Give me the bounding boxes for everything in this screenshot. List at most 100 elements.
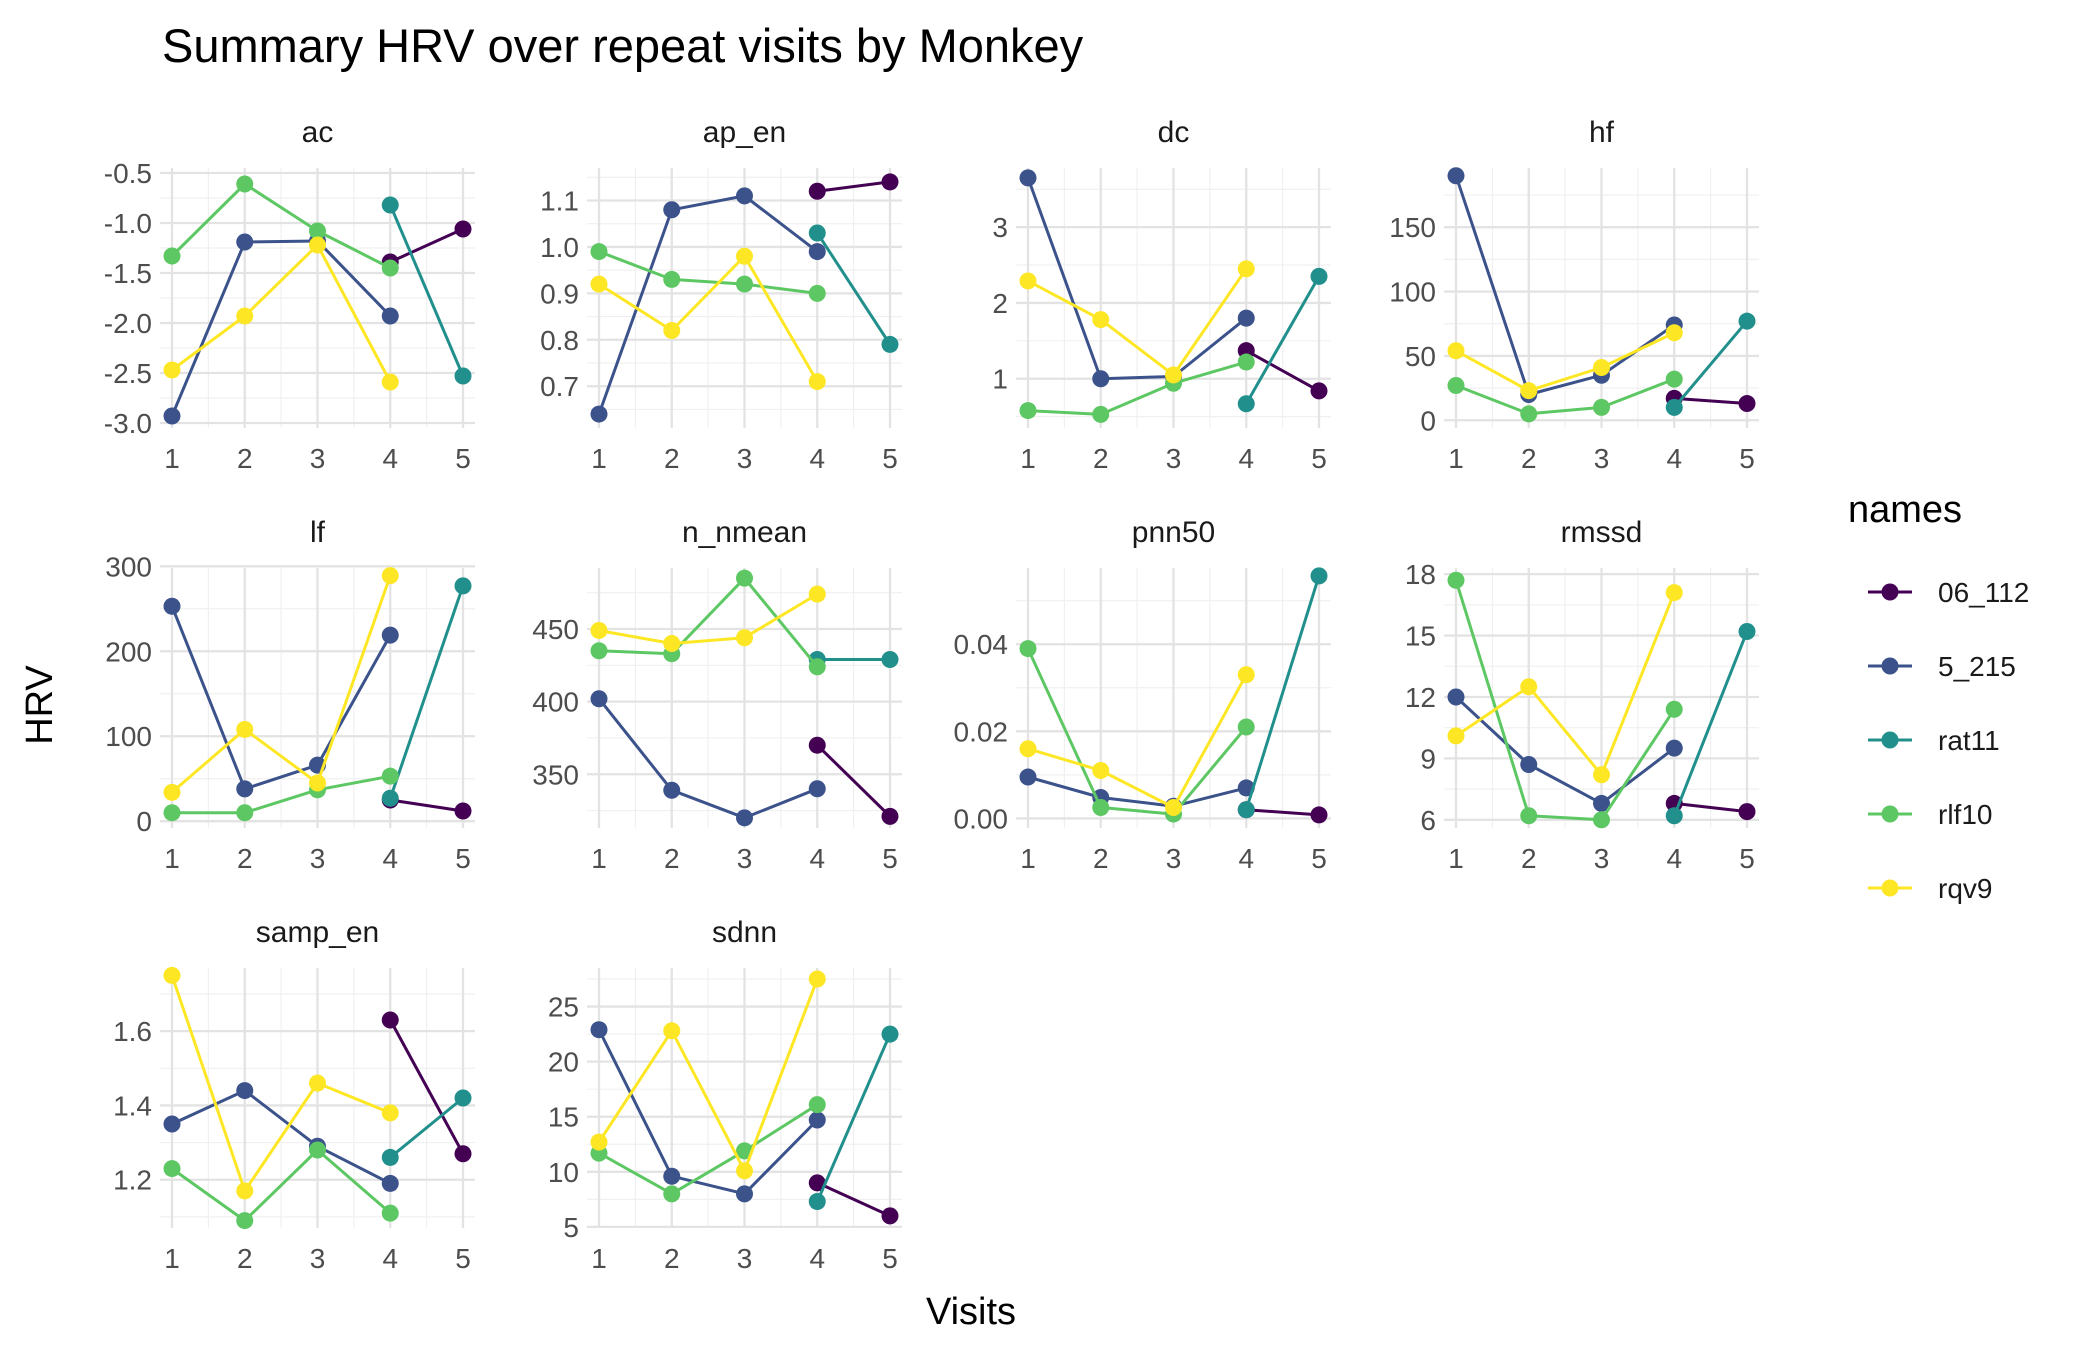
data-point-rqv9: [1665, 324, 1683, 342]
y-tick-label: -1.0: [104, 208, 152, 239]
x-tick-label: 1: [1448, 843, 1464, 874]
data-point-5_215: [163, 597, 181, 615]
y-tick-label: -3.0: [104, 408, 152, 439]
series-line-5_215: [1027, 775, 1247, 808]
x-tick-label: 4: [1666, 843, 1682, 874]
data-point-5_215: [381, 1174, 399, 1192]
series-line-rqv9: [1455, 331, 1675, 393]
data-point-rqv9: [236, 720, 254, 738]
legend-label: rlf10: [1938, 799, 1992, 830]
x-tick-label: 3: [737, 443, 753, 474]
data-point-06_112: [881, 173, 899, 191]
data-point-rqv9: [663, 1022, 681, 1040]
y-tick-label: 5: [563, 1212, 579, 1243]
x-tick-label: 5: [455, 443, 471, 474]
data-point-rqv9: [381, 1104, 399, 1122]
data-point-rqv9: [309, 236, 326, 254]
y-tick-label: 20: [548, 1047, 579, 1078]
x-axis-title: Visits: [926, 1291, 1016, 1333]
data-point-rqv9: [590, 621, 608, 639]
data-point-rlf10: [163, 247, 181, 265]
data-point-rlf10: [663, 1185, 681, 1203]
y-tick-label: 18: [1405, 559, 1436, 590]
series-line-rlf10: [172, 774, 391, 815]
data-point-rlf10: [1237, 353, 1255, 371]
data-point-rqv9: [1447, 342, 1465, 360]
x-tick-label: 4: [809, 843, 825, 874]
data-point-rlf10: [309, 222, 326, 240]
y-tick-label: 12: [1405, 682, 1436, 713]
data-point-rqv9: [1019, 272, 1037, 290]
data-point-rqv9: [309, 1074, 326, 1092]
data-point-rat11: [808, 224, 826, 242]
data-point-rlf10: [1019, 640, 1037, 658]
data-point-5_215: [1665, 739, 1683, 757]
data-point-rat11: [1665, 398, 1683, 416]
data-point-rat11: [1665, 807, 1683, 825]
y-tick-label: 0.9: [540, 278, 579, 309]
series-line-rat11: [1244, 575, 1321, 811]
x-tick-label: 5: [1739, 443, 1755, 474]
x-tick-label: 1: [591, 843, 607, 874]
x-tick-label: 2: [664, 843, 680, 874]
data-point-rqv9: [663, 322, 681, 339]
data-point-rlf10: [808, 284, 826, 302]
facet-label: n_nmean: [682, 516, 807, 549]
data-point-rlf10: [236, 175, 254, 193]
y-tick-label: 300: [105, 551, 152, 582]
data-point-rlf10: [163, 804, 181, 822]
data-point-rlf10: [1520, 405, 1538, 423]
data-point-06_112: [381, 1011, 399, 1029]
data-point-rlf10: [1593, 398, 1610, 416]
series-line-5_215: [170, 605, 392, 791]
x-tick-label: 5: [1311, 443, 1327, 474]
data-point-5_215: [663, 1167, 681, 1185]
x-tick-label: 2: [1521, 443, 1537, 474]
x-tick-label: 1: [591, 1243, 607, 1274]
data-point-rlf10: [736, 275, 753, 293]
data-point-rqv9: [309, 774, 326, 792]
facet-ac: -3.0 -2.5 -2.0 -1.5 -1.0 -0.5 1 2 3 4 5 ac: [104, 116, 475, 474]
series-line-rqv9: [1027, 673, 1248, 809]
data-point-rat11: [454, 367, 472, 385]
y-tick-label: 100: [1389, 277, 1436, 308]
data-point-rqv9: [808, 970, 826, 988]
x-tick-label: 4: [382, 443, 398, 474]
data-point-rlf10: [1092, 799, 1110, 817]
series-line-rqv9: [597, 978, 819, 1173]
x-tick-label: 5: [1739, 843, 1755, 874]
data-point-rqv9: [163, 783, 181, 801]
y-tick-label: -2.0: [104, 308, 152, 339]
x-tick-label: 2: [664, 1243, 680, 1274]
x-tick-label: 2: [1521, 843, 1537, 874]
series-line-5_215: [1026, 177, 1248, 381]
data-point-rat11: [381, 1148, 399, 1166]
data-point-5_215: [1520, 756, 1538, 774]
data-point-06_112: [454, 220, 472, 238]
data-point-rat11: [454, 577, 472, 595]
legend-title: names: [1848, 489, 1962, 531]
series-line-rlf10: [598, 576, 819, 668]
x-tick-label: 4: [382, 1243, 398, 1274]
series-line-rat11: [1672, 630, 1749, 817]
data-point-rlf10: [590, 243, 608, 261]
series-line-rlf10: [1454, 579, 1676, 822]
data-point-06_112: [454, 802, 472, 820]
data-point-rat11: [1237, 801, 1255, 819]
series-line-rqv9: [598, 254, 819, 383]
y-tick-label: 1.6: [113, 1016, 152, 1047]
x-tick-label: 2: [237, 1243, 253, 1274]
y-tick-label: 450: [532, 614, 579, 645]
data-point-5_215: [663, 201, 681, 219]
y-tick-label: 0.00: [954, 803, 1009, 834]
y-tick-label: 0: [1420, 405, 1436, 436]
data-point-5_215: [663, 781, 681, 799]
data-point-rqv9: [1520, 382, 1538, 400]
data-point-06_112: [1738, 803, 1756, 821]
facet-label: lf: [310, 516, 326, 549]
data-point-5_215: [736, 1185, 753, 1203]
data-point-5_215: [736, 809, 753, 827]
y-tick-label: -1.5: [104, 258, 152, 289]
data-point-5_215: [236, 1082, 254, 1100]
series-line-5_215: [1454, 695, 1676, 805]
